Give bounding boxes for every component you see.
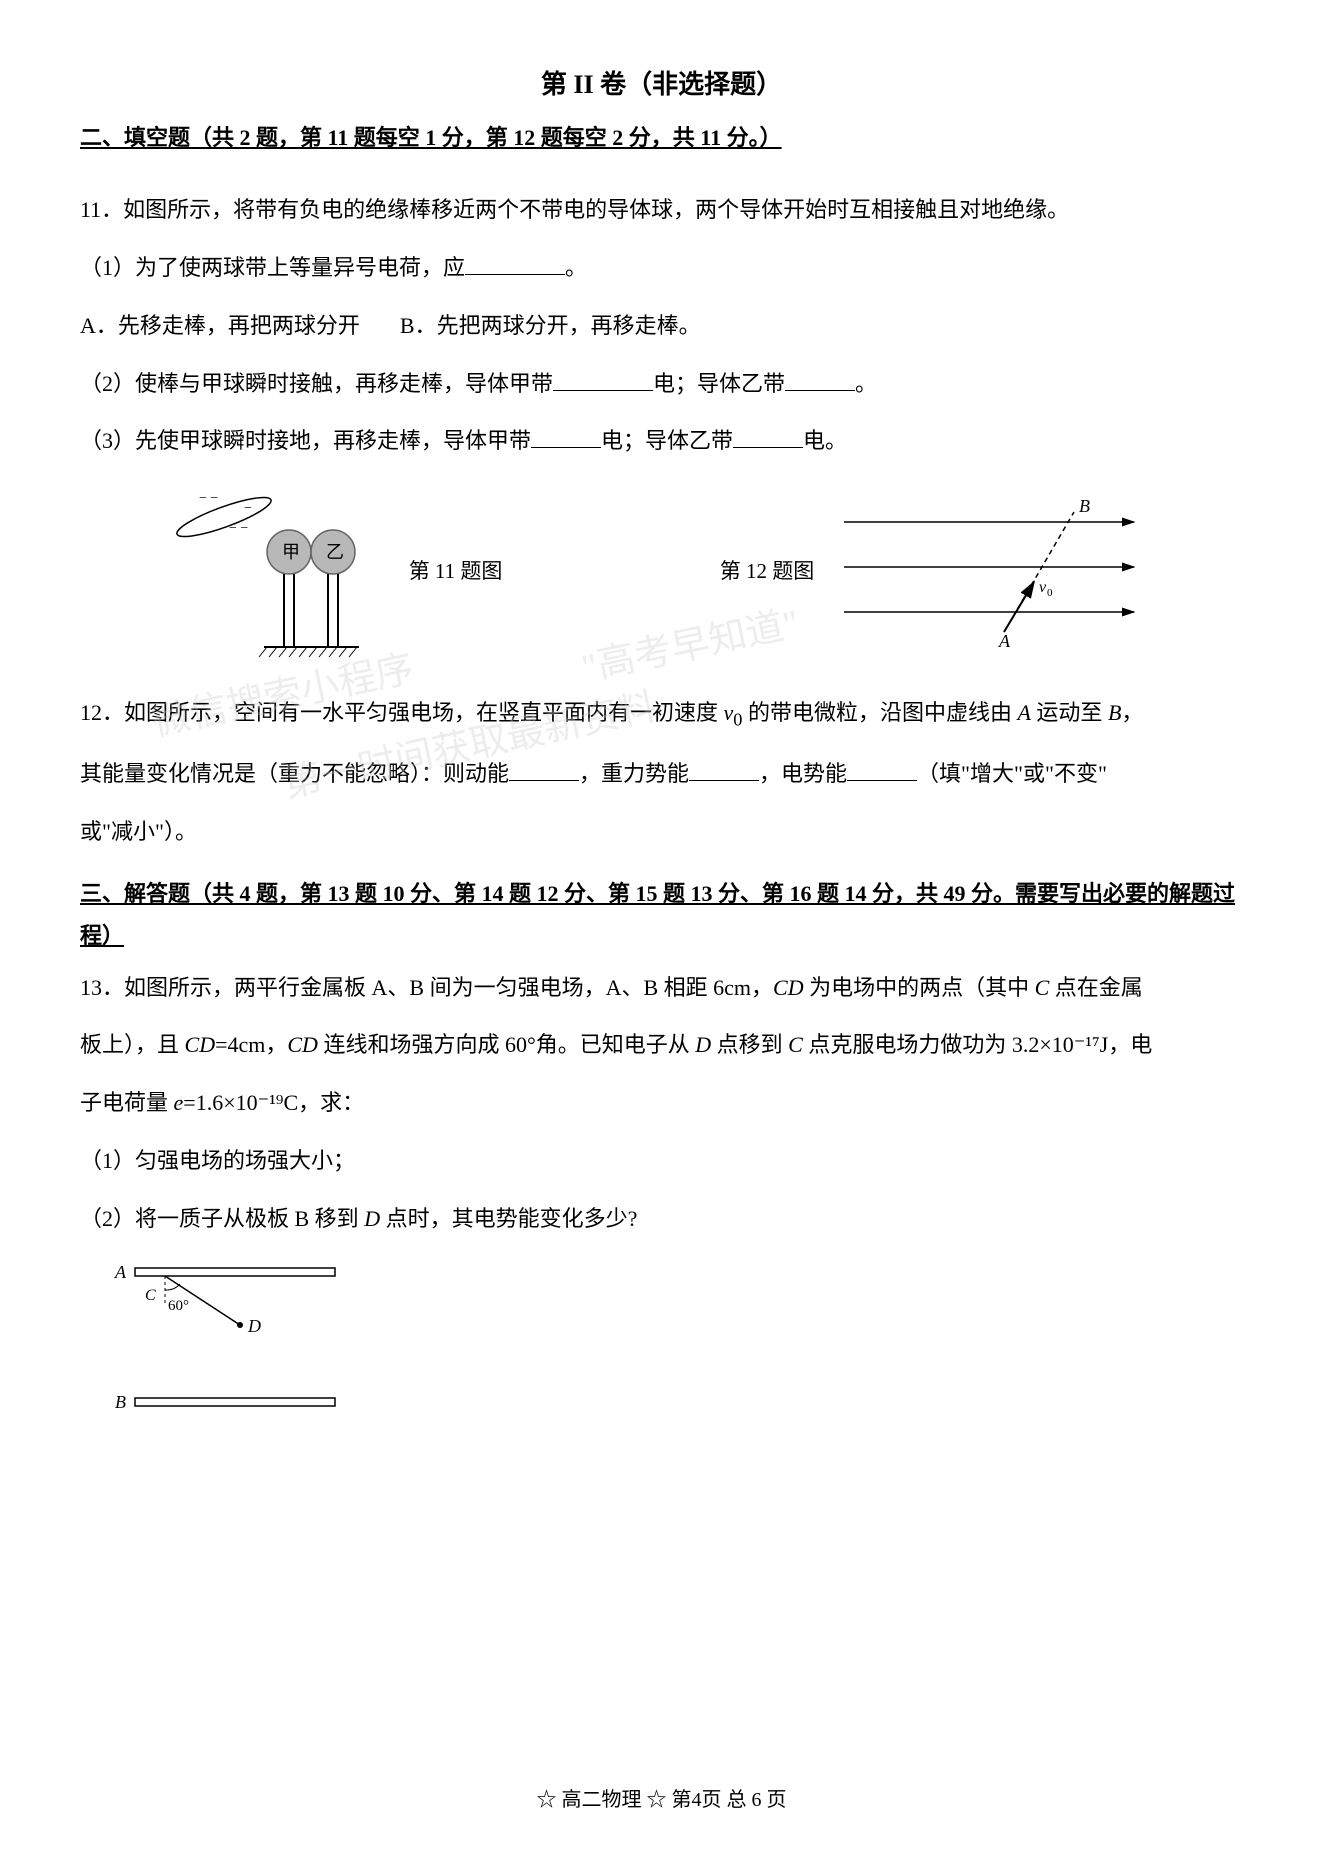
svg-text:v: v	[1039, 579, 1047, 596]
q13-line2-1: 板上），且	[80, 1032, 185, 1057]
q13-line2-3: 连线和场强方向成 60°角。已知电子从	[318, 1032, 695, 1057]
option-a: A．先移走棒，再把两球分开	[80, 313, 360, 338]
q12-stem1: 12．如图所示，空间有一水平匀强电场，在竖直平面内有一初速度	[80, 700, 724, 725]
svg-text:乙: 乙	[326, 542, 344, 562]
svg-text:0: 0	[1047, 587, 1053, 599]
q13-part1: （1）匀强电场的场强大小；	[80, 1140, 1243, 1182]
blank	[847, 761, 917, 781]
figure-12-container: 第 12 题图 A B v 0	[700, 492, 1155, 652]
svg-text:60°: 60°	[168, 1298, 189, 1314]
q11-options: A．先移走棒，再把两球分开 B．先把两球分开，再移走棒。	[80, 305, 1243, 347]
q13-CD2: CD	[185, 1032, 216, 1057]
q13-C: C	[1035, 975, 1050, 1000]
q12-stem4: ，	[1121, 700, 1143, 725]
q12-line1: 12．如图所示，空间有一水平匀强电场，在竖直平面内有一初速度 v0 的带电微粒，…	[80, 692, 1243, 737]
q12-line2: 其能量变化情况是（重力不能忽略）：则动能 ，重力势能 ，电势能 （填"增大"或"不变"	[80, 753, 1243, 795]
figure-12-svg: A B v 0	[834, 492, 1154, 652]
figure-11-svg: − − − − − 甲 乙	[169, 482, 389, 662]
blank	[465, 255, 565, 275]
section-3-header: 三、解答题（共 4 题，第 13 题 10 分、第 14 题 12 分、第 15…	[80, 873, 1243, 957]
q13-line3-1: 子电荷量	[80, 1090, 174, 1115]
q12-A: A	[1017, 700, 1030, 725]
option-b: B．先把两球分开，再移走棒。	[400, 313, 701, 338]
figure-11-label: 第 11 题图	[409, 552, 503, 592]
q13-stem3: 点在金属	[1049, 975, 1143, 1000]
page-footer: ☆ 高二物理 ☆ 第4页 总 6 页	[0, 1781, 1323, 1819]
blank	[531, 428, 601, 448]
q13-stem1: 13．如图所示，两平行金属板 A、B 间为一匀强电场，A、B 相距 6cm，	[80, 975, 773, 1000]
q13-line1: 13．如图所示，两平行金属板 A、B 间为一匀强电场，A、B 相距 6cm，CD…	[80, 967, 1243, 1009]
blank	[553, 371, 653, 391]
question-12: 12．如图所示，空间有一水平匀强电场，在竖直平面内有一初速度 v0 的带电微粒，…	[80, 692, 1243, 853]
q13-CD3: CD	[287, 1032, 318, 1057]
q12-line2-3: ，电势能	[759, 761, 847, 786]
q11-part2: （2）使棒与甲球瞬时接触，再移走棒，导体甲带 电；导体乙带 。	[80, 363, 1243, 405]
page-title: 第 II 卷（非选择题）	[80, 60, 1243, 109]
q12-line2-4: （填"增大"或"不变"	[917, 761, 1107, 786]
figure-12-label: 第 12 题图	[720, 552, 815, 592]
q12-line3: 或"减小"）。	[80, 811, 1243, 853]
q12-stem2: 的带电微粒，沿图中虚线由	[742, 700, 1017, 725]
blank	[785, 371, 855, 391]
figure-11-container: − − − − − 甲 乙 第 11 题图	[169, 482, 523, 662]
svg-text:B: B	[115, 1392, 126, 1412]
q13-line2: 板上），且 CD=4cm，CD 连线和场强方向成 60°角。已知电子从 D 点移…	[80, 1024, 1243, 1066]
q13-e: e	[174, 1090, 184, 1115]
svg-text:D: D	[247, 1316, 261, 1336]
q13-line2-4: 点移到	[711, 1032, 788, 1057]
svg-text:A: A	[998, 631, 1011, 651]
q13-part2-D: D	[364, 1206, 380, 1231]
svg-text:A: A	[114, 1262, 127, 1282]
q13-part2-2: 点时，其电势能变化多少?	[380, 1206, 637, 1231]
q11-part1-suffix: 。	[565, 255, 587, 280]
question-11: 11．如图所示，将带有负电的绝缘棒移近两个不带电的导体球，两个导体开始时互相接触…	[80, 189, 1243, 462]
q12-v: v	[724, 700, 734, 725]
figure-13-svg: A C 60° D B	[110, 1260, 360, 1420]
q13-part2: （2）将一质子从极板 B 移到 D 点时，其电势能变化多少?	[80, 1198, 1243, 1240]
svg-text:甲: 甲	[282, 542, 300, 562]
q13-D: D	[695, 1032, 711, 1057]
blank	[689, 761, 759, 781]
figure-13: A C 60° D B	[110, 1260, 1243, 1434]
q13-CD: CD	[773, 975, 804, 1000]
blank	[509, 761, 579, 781]
q11-part2-suffix: 。	[855, 371, 877, 396]
q13-line3-2: =1.6×10⁻¹⁹C，求：	[183, 1090, 364, 1115]
svg-text:− −: − −	[229, 521, 248, 536]
svg-text:B: B	[1079, 496, 1090, 516]
q13-line3: 子电荷量 e=1.6×10⁻¹⁹C，求：	[80, 1082, 1243, 1124]
q11-part3-prefix: （3）先使甲球瞬时接地，再移走棒，导体甲带	[80, 428, 531, 453]
q11-part1-text: （1）为了使两球带上等量异号电荷，应	[80, 255, 465, 280]
q11-part2-mid: 电；导体乙带	[653, 371, 785, 396]
q12-stem3: 运动至	[1031, 700, 1108, 725]
q12-line2-2: ，重力势能	[579, 761, 689, 786]
svg-text:−: −	[244, 501, 252, 516]
q13-line2-5: 点克服电场力做功为 3.2×10⁻¹⁷J，电	[803, 1032, 1152, 1057]
q13-part2-1: （2）将一质子从极板 B 移到	[80, 1206, 364, 1231]
svg-text:− −: − −	[199, 491, 218, 506]
q13-line2-2: =4cm，	[215, 1032, 287, 1057]
q11-part3: （3）先使甲球瞬时接地，再移走棒，导体甲带 电；导体乙带 电。	[80, 420, 1243, 462]
question-13: 13．如图所示，两平行金属板 A、B 间为一匀强电场，A、B 相距 6cm，CD…	[80, 967, 1243, 1240]
svg-text:C: C	[145, 1287, 156, 1304]
q11-part3-mid: 电；导体乙带	[601, 428, 733, 453]
q12-line2-1: 其能量变化情况是（重力不能忽略）：则动能	[80, 761, 509, 786]
q12-B: B	[1108, 700, 1121, 725]
q13-stem2: 为电场中的两点（其中	[804, 975, 1035, 1000]
figures-row: − − − − − 甲 乙 第 11 题图	[80, 482, 1243, 662]
q11-part1: （1）为了使两球带上等量异号电荷，应 。	[80, 247, 1243, 289]
section-2-header: 二、填空题（共 2 题，第 11 题每空 1 分，第 12 题每空 2 分，共 …	[80, 117, 1243, 159]
q13-C2: C	[788, 1032, 803, 1057]
q11-stem: 11．如图所示，将带有负电的绝缘棒移近两个不带电的导体球，两个导体开始时互相接触…	[80, 189, 1243, 231]
blank	[733, 428, 803, 448]
q11-part3-suffix: 电。	[803, 428, 847, 453]
q11-part2-prefix: （2）使棒与甲球瞬时接触，再移走棒，导体甲带	[80, 371, 553, 396]
